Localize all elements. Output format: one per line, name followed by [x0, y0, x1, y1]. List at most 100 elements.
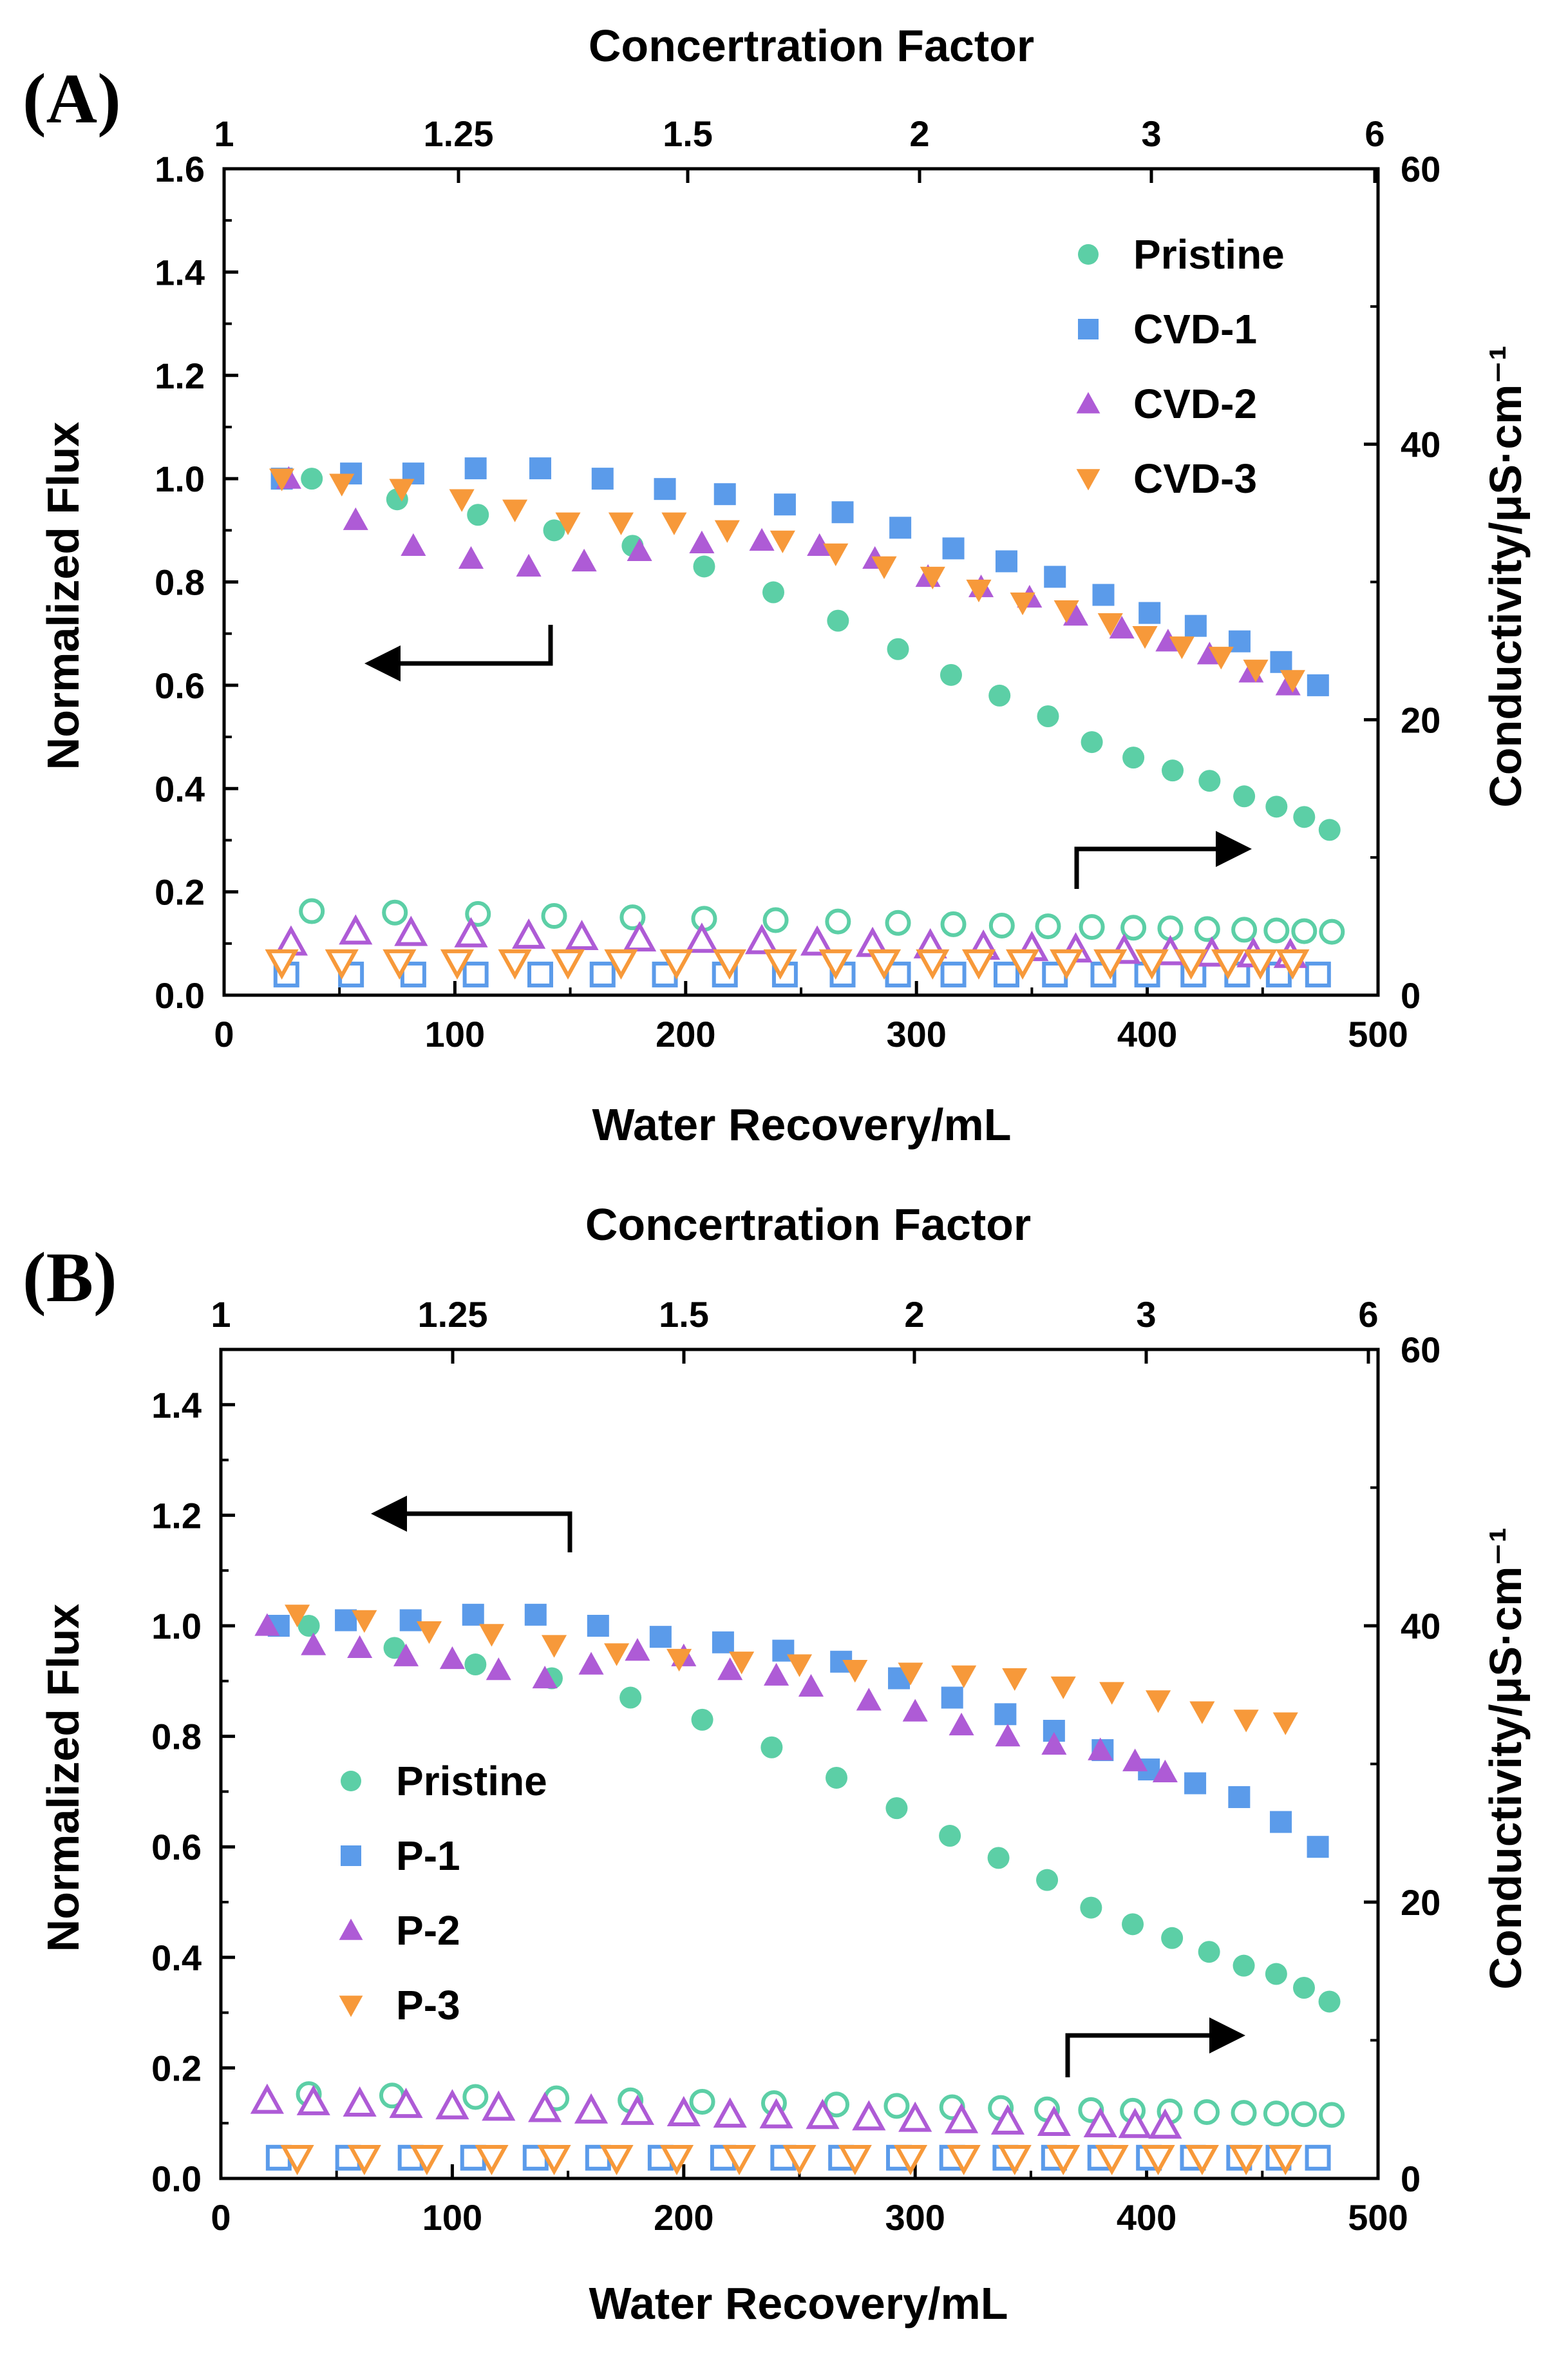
- flux-point: [749, 528, 775, 551]
- flux-point: [649, 1626, 672, 1648]
- y-left-tick-label: 1.2: [155, 356, 205, 396]
- conductivity-point: [691, 906, 717, 932]
- y-left-tick-label: 0.4: [155, 768, 205, 809]
- flux-point: [1198, 770, 1221, 792]
- y-left-tick-label: 0.2: [151, 2048, 202, 2088]
- flux-point: [1208, 647, 1234, 670]
- flux-point: [949, 1712, 974, 1736]
- panel-a-ticks: [222, 167, 1380, 997]
- conductivity-point: [1050, 949, 1084, 980]
- legend-label: CVD-3: [1133, 455, 1257, 502]
- flux-point: [1080, 1896, 1102, 1919]
- flux-point: [773, 493, 796, 516]
- conductivity-point: [299, 898, 325, 924]
- flux-point: [301, 468, 323, 490]
- flux-point: [951, 1665, 977, 1688]
- conductivity-point: [537, 2145, 571, 2176]
- top-tick-label: 6: [1365, 113, 1384, 154]
- flux-point: [1233, 785, 1256, 808]
- flux-point: [898, 1662, 923, 1686]
- conductivity-point: [619, 904, 646, 931]
- conductivity-point: [988, 913, 1015, 939]
- flux-point: [871, 556, 897, 579]
- panel-b-x-axis-title: Water Recovery/mL: [589, 2278, 1008, 2329]
- panel-a-x-axis-title: Water Recovery/mL: [592, 1100, 1012, 1150]
- legend-label: CVD-2: [1133, 381, 1257, 427]
- legend-label: P-3: [396, 1982, 460, 2028]
- flux-point: [462, 1603, 484, 1626]
- flux-point: [1041, 1731, 1067, 1755]
- conductivity-point: [1083, 2107, 1117, 2138]
- legend-marker: [339, 1996, 363, 2017]
- flux-point: [1228, 1786, 1251, 1808]
- y-right-tick-label: 0: [1401, 975, 1421, 1016]
- conductivity-point: [347, 2145, 381, 2176]
- conductivity-point: [1290, 2101, 1317, 2128]
- flux-point: [571, 548, 597, 572]
- legend-label: CVD-1: [1133, 306, 1257, 352]
- flux-point: [529, 457, 552, 480]
- flux-point: [541, 1635, 567, 1658]
- flux-point: [1265, 1963, 1287, 1985]
- flux-point: [1270, 1811, 1292, 1833]
- legend-marker: [341, 1845, 361, 1866]
- flux-point: [940, 663, 962, 686]
- flux-point: [1146, 1690, 1171, 1713]
- conductivity-point: [961, 949, 996, 980]
- legend-label: Pristine: [1133, 231, 1285, 278]
- flux-point: [770, 530, 795, 553]
- conductivity-point: [541, 903, 567, 929]
- flux-point: [1318, 819, 1341, 841]
- flux-point: [343, 507, 368, 530]
- flux-point: [1037, 705, 1059, 727]
- flux-point: [661, 512, 687, 535]
- legend-label: Pristine: [396, 1758, 547, 1804]
- y-left-tick-label: 1.4: [151, 1385, 202, 1425]
- flux-point: [1081, 731, 1103, 754]
- flux-point: [439, 1646, 465, 1670]
- conductivity-point: [1211, 949, 1245, 980]
- flux-point: [608, 512, 634, 535]
- conductivity-point: [659, 949, 694, 980]
- conductivity-point: [825, 908, 851, 935]
- conductivity-point: [1005, 949, 1040, 980]
- panel-b-right-axis-arrow: [1065, 2017, 1245, 2077]
- conductivity-point: [382, 899, 408, 926]
- flux-point: [691, 1708, 713, 1731]
- x-tick-label: 200: [656, 1014, 715, 1054]
- flux-point: [1243, 660, 1269, 683]
- conductivity-point: [620, 2094, 655, 2125]
- flux-point: [654, 478, 676, 500]
- legend-marker: [1078, 244, 1099, 265]
- flux-point: [1162, 759, 1184, 782]
- conductivity-point: [1263, 917, 1290, 944]
- conductivity-point: [482, 2090, 516, 2121]
- conductivity-point: [947, 2145, 981, 2176]
- conductivity-point: [454, 917, 488, 948]
- conductivity-point: [818, 949, 853, 980]
- flux-point: [1097, 613, 1123, 636]
- conductivity-point: [898, 2101, 932, 2132]
- flux-point: [1053, 600, 1079, 624]
- conductivity-point: [1148, 2108, 1182, 2139]
- conductivity-point: [838, 2145, 872, 2176]
- flux-point: [1036, 1869, 1059, 1891]
- conductivity-point: [689, 2088, 715, 2115]
- top-tick-label: 1.25: [424, 113, 494, 154]
- x-tick-label: 0: [211, 2197, 231, 2238]
- flux-point: [1184, 614, 1207, 637]
- conductivity-point: [325, 949, 359, 980]
- conductivity-point: [1263, 2101, 1289, 2127]
- conductivity-point: [940, 961, 967, 987]
- conductivity-point: [1194, 2099, 1220, 2126]
- conductivity-point: [1194, 916, 1220, 942]
- flux-point: [524, 1603, 547, 1626]
- x-tick-label: 200: [654, 2197, 713, 2238]
- flux-point: [966, 579, 992, 603]
- flux-point: [842, 1660, 868, 1683]
- flux-point: [1292, 1976, 1315, 1999]
- conductivity-point: [685, 922, 719, 953]
- conductivity-point: [852, 2100, 886, 2131]
- panel-b-left-axis-title: Normalized Flux: [38, 1604, 88, 1952]
- conductivity-point: [1046, 2145, 1081, 2176]
